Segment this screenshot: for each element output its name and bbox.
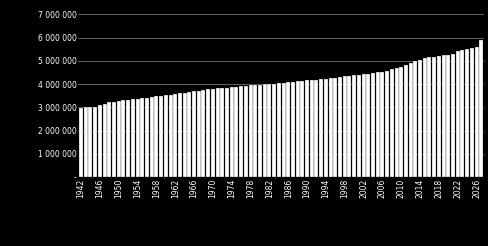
- Bar: [375, 73, 379, 177]
- Bar: [431, 57, 435, 177]
- Bar: [408, 63, 412, 177]
- Bar: [337, 77, 341, 177]
- Bar: [163, 95, 167, 177]
- Bar: [323, 79, 327, 177]
- Bar: [328, 78, 332, 177]
- Bar: [333, 77, 337, 177]
- Bar: [229, 87, 233, 177]
- Bar: [267, 84, 271, 177]
- Bar: [178, 93, 182, 177]
- Bar: [281, 83, 285, 177]
- Bar: [107, 102, 111, 177]
- Bar: [441, 55, 445, 177]
- Bar: [183, 93, 186, 177]
- Bar: [192, 91, 196, 177]
- Bar: [215, 89, 219, 177]
- Bar: [253, 85, 257, 177]
- Bar: [93, 107, 97, 177]
- Bar: [342, 77, 346, 177]
- Bar: [446, 55, 449, 177]
- Bar: [271, 84, 276, 177]
- Bar: [144, 98, 149, 177]
- Bar: [102, 104, 106, 177]
- Bar: [135, 99, 139, 177]
- Bar: [436, 56, 440, 177]
- Bar: [196, 91, 201, 177]
- Bar: [239, 86, 243, 177]
- Bar: [389, 69, 393, 177]
- Bar: [187, 92, 191, 177]
- Bar: [455, 51, 459, 177]
- Bar: [290, 82, 294, 177]
- Bar: [474, 47, 478, 177]
- Bar: [403, 65, 407, 177]
- Bar: [88, 107, 92, 177]
- Bar: [140, 98, 144, 177]
- Bar: [168, 95, 172, 177]
- Bar: [244, 86, 247, 177]
- Bar: [285, 82, 290, 177]
- Bar: [319, 79, 323, 177]
- Bar: [309, 80, 313, 177]
- Bar: [83, 108, 87, 177]
- Bar: [220, 88, 224, 177]
- Bar: [276, 83, 280, 177]
- Bar: [450, 54, 454, 177]
- Bar: [469, 48, 473, 177]
- Bar: [206, 90, 210, 177]
- Bar: [210, 89, 214, 177]
- Bar: [398, 67, 403, 177]
- Bar: [380, 72, 384, 177]
- Bar: [248, 85, 252, 177]
- Bar: [126, 100, 130, 177]
- Bar: [173, 94, 177, 177]
- Bar: [412, 61, 417, 177]
- Bar: [394, 68, 398, 177]
- Bar: [131, 99, 135, 177]
- Bar: [295, 81, 299, 177]
- Bar: [121, 100, 125, 177]
- Bar: [154, 96, 158, 177]
- Bar: [366, 74, 369, 177]
- Bar: [385, 71, 388, 177]
- Bar: [427, 57, 430, 177]
- Bar: [159, 96, 163, 177]
- Bar: [149, 97, 153, 177]
- Bar: [356, 75, 360, 177]
- Bar: [305, 80, 308, 177]
- Bar: [117, 101, 121, 177]
- Bar: [300, 81, 304, 177]
- Bar: [98, 105, 102, 177]
- Bar: [201, 90, 205, 177]
- Bar: [460, 49, 464, 177]
- Bar: [258, 85, 262, 177]
- Bar: [347, 76, 351, 177]
- Bar: [370, 73, 374, 177]
- Bar: [224, 88, 228, 177]
- Bar: [314, 80, 318, 177]
- Bar: [262, 84, 266, 177]
- Bar: [422, 58, 426, 177]
- Bar: [79, 108, 83, 177]
- Bar: [361, 74, 365, 177]
- Bar: [478, 40, 482, 177]
- Bar: [464, 48, 468, 177]
- Bar: [234, 87, 238, 177]
- Bar: [351, 76, 355, 177]
- Bar: [417, 60, 421, 177]
- Bar: [112, 102, 116, 177]
